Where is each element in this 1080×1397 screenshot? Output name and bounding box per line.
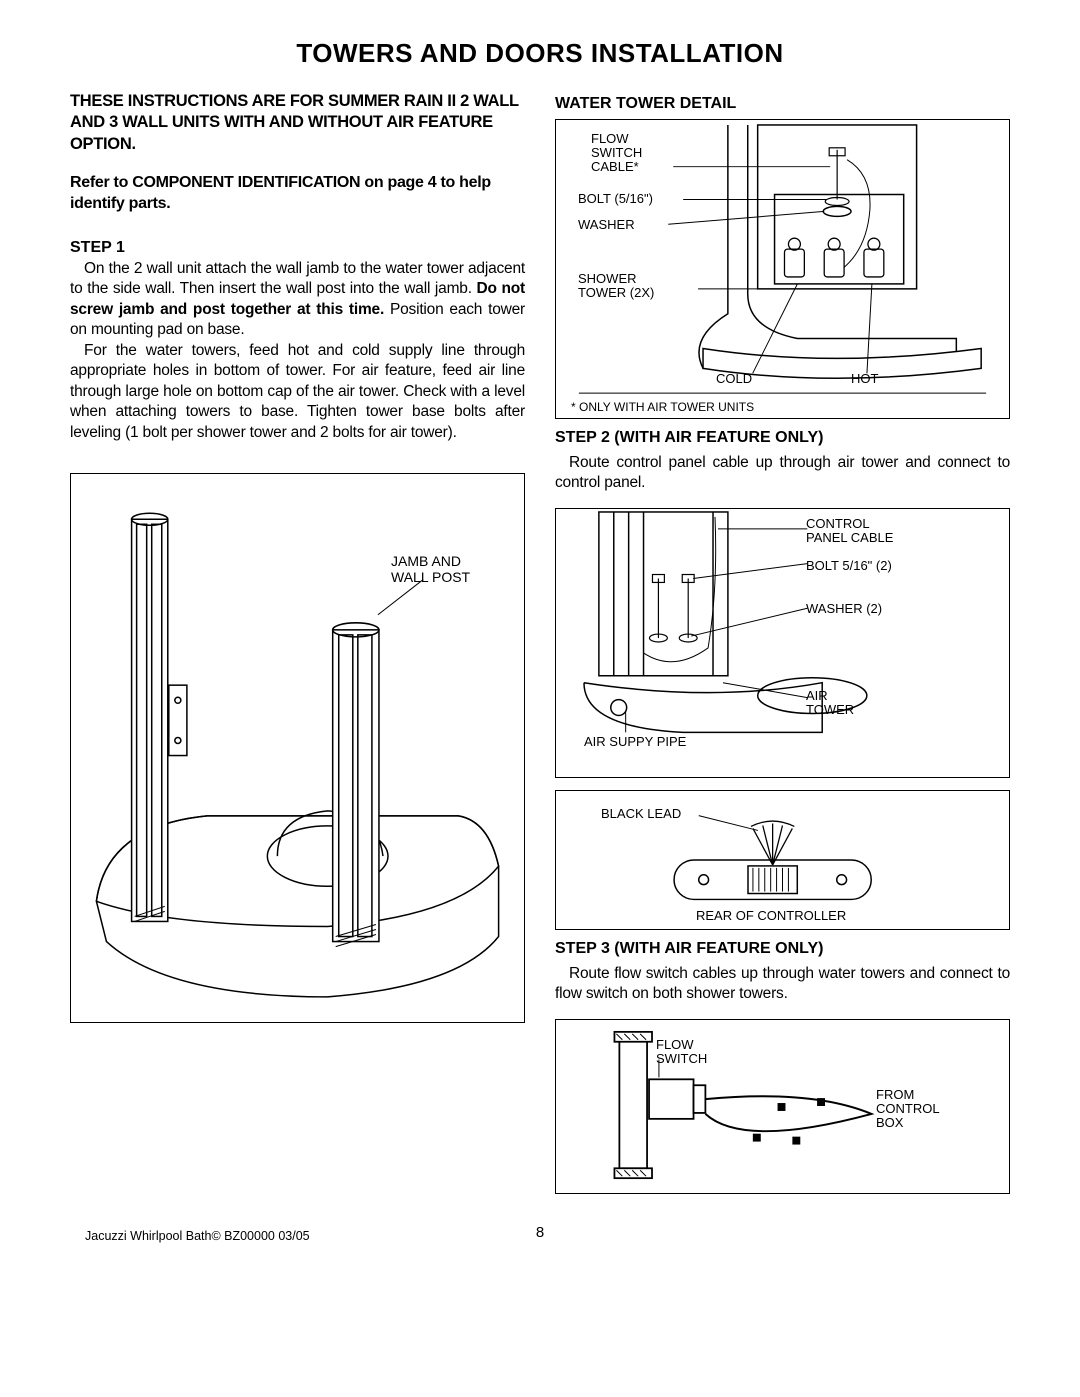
figure-controller: BLACK LEAD REAR OF CONTROLLER [555,790,1010,930]
jamb-label-2: WALL POST [391,570,470,585]
step1-p2: For the water towers, feed hot and cold … [70,342,525,441]
jamb-label-1: JAMB AND [391,554,461,569]
intro-text: THESE INSTRUCTIONS ARE FOR SUMMER RAIN I… [70,91,525,155]
bolt-label: BOLT (5/16") [578,192,653,206]
step-1-body: On the 2 wall unit attach the wall jamb … [70,259,525,443]
panel-cable-label: PANEL CABLE [806,531,893,545]
tower2x-label: TOWER (2X) [578,286,654,300]
step-3-body: Route flow switch cables up through wate… [555,964,1010,1005]
figure-flow-switch: FLOW SWITCH FROM CONTROL BOX [555,1019,1010,1194]
right-column: WATER TOWER DETAIL [555,91,1010,1194]
step-3-head: STEP 3 (WITH AIR FEATURE ONLY) [555,940,1010,958]
black-lead-label: BLACK LEAD [601,807,681,821]
step2-text: Route control panel cable up through air… [555,454,1010,491]
figure-water-tower: FLOW SWITCH CABLE* BOLT (5/16") WASHER S… [555,119,1010,419]
bolt2-label: BOLT 5/16" (2) [806,559,892,573]
cable-label: CABLE* [591,160,639,174]
step-1-head: STEP 1 [70,239,525,257]
control-label-3: CONTROL [876,1102,940,1116]
step3-text: Route flow switch cables up through wate… [555,965,1010,1002]
flow3-label: FLOW [656,1038,694,1052]
switch3-label: SWITCH [656,1052,707,1066]
figure-jamb: JAMB AND WALL POST [70,473,525,1023]
water-tower-detail-head: WATER TOWER DETAIL [555,95,1010,113]
step-2-body: Route control panel cable up through air… [555,453,1010,494]
step-2-head: STEP 2 (WITH AIR FEATURE ONLY) [555,429,1010,447]
washer-label: WASHER [578,218,635,232]
air-supply-label: AIR SUPPY PIPE [584,735,686,749]
box-label: BOX [876,1116,903,1130]
washer2-label: WASHER (2) [806,602,882,616]
hot-label: HOT [851,372,878,386]
page-title: TOWERS AND DOORS INSTALLATION [70,38,1010,69]
tower-label: TOWER [806,703,854,717]
rear-controller-label: REAR OF CONTROLLER [696,909,846,923]
figure-air-tower: CONTROL PANEL CABLE BOLT 5/16" (2) WASHE… [555,508,1010,778]
footnote: * ONLY WITH AIR TOWER UNITS [571,400,754,414]
from-label: FROM [876,1088,914,1102]
footer-left: Jacuzzi Whirlpool Bath© BZ00000 03/05 [85,1229,310,1243]
step1-p1a: On the 2 wall unit attach the wall jamb … [70,260,525,297]
left-column: THESE INSTRUCTIONS ARE FOR SUMMER RAIN I… [70,91,525,1194]
cold-label: COLD [716,372,752,386]
refer-text: Refer to COMPONENT IDENTIFICATION on pag… [70,173,525,215]
